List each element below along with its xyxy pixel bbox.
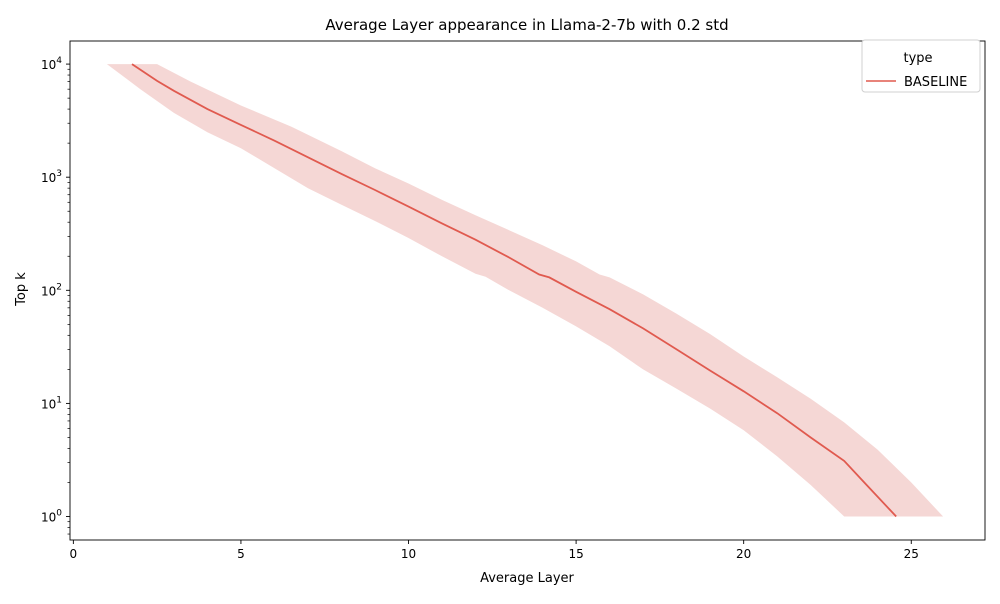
y-axis-label: Top k [14,272,29,307]
y-tick-label: 101 [41,395,62,411]
baseline-series-line [131,63,897,518]
legend: type BASELINE [861,39,981,93]
x-axis-label: Average Layer [480,571,574,586]
baseline-confidence-band [106,64,944,517]
x-tick-label: 20 [736,547,751,561]
x-tick-label: 0 [70,547,78,561]
confidence-band-layer [106,64,944,517]
x-tick-label: 25 [904,547,919,561]
axes-layer: 0 5 10 15 20 25 100 101 102 103 104 [41,40,986,561]
y-tick-label: 103 [41,169,62,185]
y-tick-label: 104 [41,56,62,72]
y-tick-label: 102 [41,282,62,298]
y-tick-label: 100 [41,509,62,525]
series-line-layer [131,63,897,518]
chart-title: Average Layer appearance in Llama-2-7b w… [325,16,728,34]
x-tick-label: 15 [568,547,583,561]
x-tick-label: 10 [401,547,416,561]
x-tick-label: 5 [237,547,245,561]
legend-title: type [903,51,932,66]
legend-frame [861,39,981,93]
legend-label-baseline: BASELINE [904,75,967,90]
